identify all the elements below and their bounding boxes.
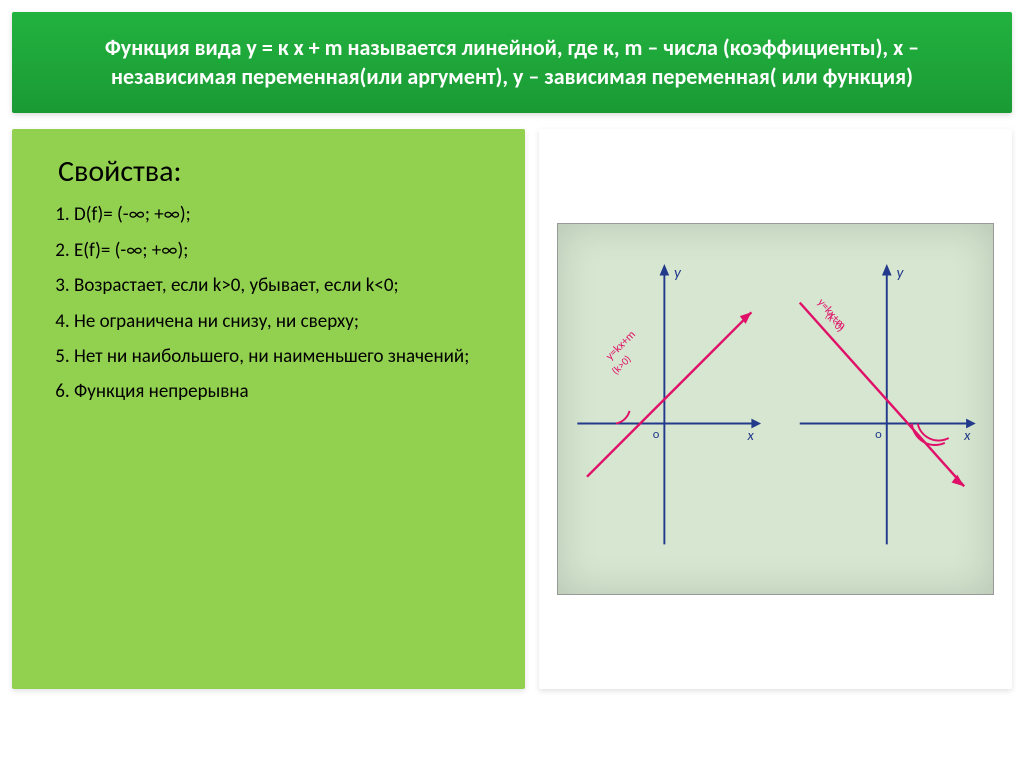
y-axis-label: y bbox=[896, 264, 904, 283]
properties-heading: Свойства: bbox=[58, 153, 505, 190]
property-item: Не ограничена ни снизу, ни сверху; bbox=[74, 307, 505, 336]
property-item: D(f)= (-∞; +∞); bbox=[74, 200, 505, 229]
graph-panel: y x o y=kx+m (k>0) bbox=[539, 129, 1012, 689]
x-axis-label: x bbox=[963, 426, 971, 444]
properties-list: D(f)= (-∞; +∞); E(f)= (-∞; +∞); Возраста… bbox=[32, 200, 505, 407]
properties-panel: Свойства: D(f)= (-∞; +∞); E(f)= (-∞; +∞)… bbox=[12, 129, 525, 689]
slide-title: Функция вида у = к х + m называется лине… bbox=[12, 12, 1012, 113]
property-item: E(f)= (-∞; +∞); bbox=[74, 236, 505, 265]
content-columns: Свойства: D(f)= (-∞; +∞); E(f)= (-∞; +∞)… bbox=[12, 129, 1012, 689]
graph-photo: y x o y=kx+m (k>0) bbox=[557, 223, 994, 595]
linear-graphs-svg: y x o y=kx+m (k>0) bbox=[558, 224, 993, 594]
origin-label: o bbox=[875, 427, 882, 442]
graph-k-negative: y x o y=kx+m (k<0) bbox=[800, 264, 976, 545]
origin-label: o bbox=[653, 427, 660, 442]
property-item: Нет ни наибольшего, ни наименьшего значе… bbox=[74, 342, 505, 371]
property-item: Функция непрерывна bbox=[74, 377, 505, 406]
line-arrow-icon bbox=[951, 475, 964, 487]
function-line bbox=[800, 303, 964, 487]
angle-arc-icon bbox=[616, 411, 630, 424]
y-axis-arrow-icon bbox=[659, 264, 669, 276]
title-text: Функция вида у = к х + m называется лине… bbox=[105, 34, 919, 90]
function-line bbox=[587, 312, 751, 476]
graph-k-positive: y x o y=kx+m (k>0) bbox=[577, 264, 761, 545]
x-axis-label: x bbox=[746, 426, 754, 444]
y-axis-arrow-icon bbox=[882, 264, 892, 276]
property-item: Возрастает, если k>0, убывает, если k<0; bbox=[74, 271, 505, 300]
y-axis-label: y bbox=[674, 264, 682, 283]
